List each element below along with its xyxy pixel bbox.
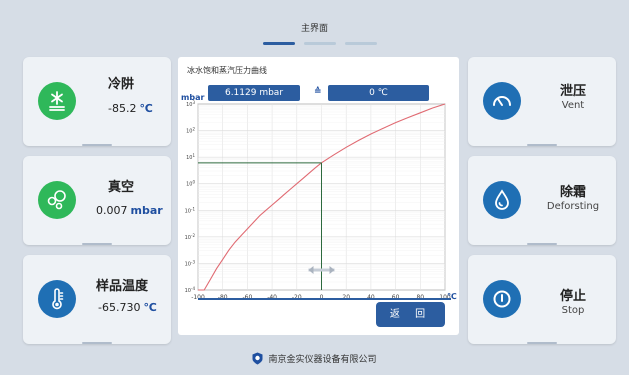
thermometer-icon	[38, 280, 76, 318]
sample-temperature-title: 样品温度	[96, 279, 149, 294]
chart-marker-layer	[198, 162, 335, 290]
page-dot-1[interactable]	[263, 42, 295, 45]
company-name: 南京金实仪器设备有限公司	[268, 355, 377, 365]
power-icon	[483, 280, 521, 318]
sample-temperature-unit: ℃	[143, 301, 157, 314]
card-notch	[527, 342, 557, 344]
x-tick-label: 0	[320, 294, 324, 301]
x-tick-label: 80	[416, 294, 424, 301]
page-title: 主界面	[300, 24, 328, 34]
droplet-icon	[483, 181, 521, 219]
cold-trap-temperature: -85.2	[108, 102, 137, 115]
vacuum-card[interactable]: 真空 0.007 mbar	[23, 156, 171, 245]
cold-trap-value: -85.2 ℃	[108, 102, 153, 115]
sample-temperature: -65.730	[98, 301, 141, 314]
back-button[interactable]: 返 回	[376, 302, 445, 327]
card-notch	[527, 243, 557, 245]
drag-handle-right-arrow	[329, 266, 335, 274]
x-tick-label: 60	[392, 294, 400, 301]
pressure-readout[interactable]: 6.1129 mbar	[208, 85, 300, 101]
chart-axis-bar	[198, 298, 451, 300]
drag-handle-left-arrow	[308, 266, 314, 274]
chart-curve-layer	[198, 103, 446, 291]
card-notch	[82, 144, 112, 146]
page-indicator	[263, 42, 377, 45]
vacuum-unit: mbar	[130, 204, 163, 217]
vent-subtitle: Vent	[561, 100, 585, 111]
x-tick-label: 20	[342, 294, 350, 301]
cold-trap-title: 冷阱	[108, 77, 135, 92]
card-notch	[527, 144, 557, 146]
footer: 南京金实仪器设备有限公司	[0, 352, 629, 365]
drag-handle-bar	[308, 268, 335, 272]
x-tick-label: -20	[292, 294, 302, 301]
defrost-card[interactable]: 除霜 Deforsting	[468, 156, 616, 245]
vent-title: 泄压	[559, 84, 586, 99]
drag-handle-icon[interactable]	[308, 266, 335, 274]
equals-symbol: ≙	[314, 87, 322, 97]
pressure-curve-panel: 冰水饱和蒸汽压力曲线 mbar 6.1129 mbar ≙ 0 ℃ -100 -8…	[178, 57, 459, 335]
x-tick-label: -40	[267, 294, 277, 301]
snowflake-icon	[38, 82, 76, 120]
vacuum-value: 0.007 mbar	[96, 204, 163, 217]
card-notch	[82, 342, 112, 344]
cold-trap-card[interactable]: 冷阱 -85.2 ℃	[23, 57, 171, 146]
chart-ticks: -100 -80 -60 -40 -20 0 20 40 60 80 100 10-4 10-3 10-2…	[185, 100, 457, 301]
x-tick-label: -80	[218, 294, 228, 301]
vacuum-pressure: 0.007	[96, 204, 128, 217]
vapor-pressure-line	[198, 103, 446, 291]
defrost-title: 除霜	[559, 185, 586, 200]
stop-subtitle: Stop	[561, 305, 585, 316]
y-tick-label: 103	[186, 100, 195, 108]
cold-trap-unit: ℃	[139, 102, 153, 115]
company-logo-icon	[252, 352, 263, 365]
stop-title: 停止	[559, 289, 586, 304]
page-dot-3[interactable]	[345, 42, 377, 45]
sample-temperature-value: -65.730 ℃	[98, 301, 157, 314]
page-header: 主界面	[0, 0, 629, 50]
pressure-curve-chart[interactable]: -100 -80 -60 -40 -20 0 20 40 60 80 100 10-4 10-3 10-2…	[178, 100, 459, 302]
x-tick-label: 40	[367, 294, 375, 301]
sample-temperature-card[interactable]: 样品温度 -65.730 ℃	[23, 255, 171, 344]
gauge-icon	[483, 82, 521, 120]
defrost-subtitle: Deforsting	[546, 201, 600, 212]
x-tick-label: -60	[242, 294, 252, 301]
y-tick-label: 100	[186, 180, 195, 188]
x-tick-label: -100	[191, 294, 205, 301]
vent-card[interactable]: 泄压 Vent	[468, 57, 616, 146]
y-tick-label: 102	[186, 127, 195, 135]
y-tick-label: 101	[186, 153, 195, 161]
page-dot-2[interactable]	[304, 42, 336, 45]
y-tick-label: 10-1	[185, 206, 196, 214]
vacuum-title: 真空	[108, 180, 135, 195]
temperature-readout[interactable]: 0 ℃	[328, 85, 429, 101]
stop-card[interactable]: 停止 Stop	[468, 255, 616, 344]
x-axis-label: ℃	[447, 292, 457, 301]
pressure-unit-label: mbar	[181, 93, 205, 102]
y-tick-label: 10-3	[185, 259, 196, 267]
y-tick-label: 10-2	[185, 233, 196, 241]
card-notch	[82, 243, 112, 245]
vacuum-bubbles-icon	[38, 181, 76, 219]
x-tick-label: 100	[439, 294, 451, 301]
y-tick-label: 10-4	[185, 286, 196, 294]
chart-title: 冰水饱和蒸汽压力曲线	[187, 66, 267, 75]
